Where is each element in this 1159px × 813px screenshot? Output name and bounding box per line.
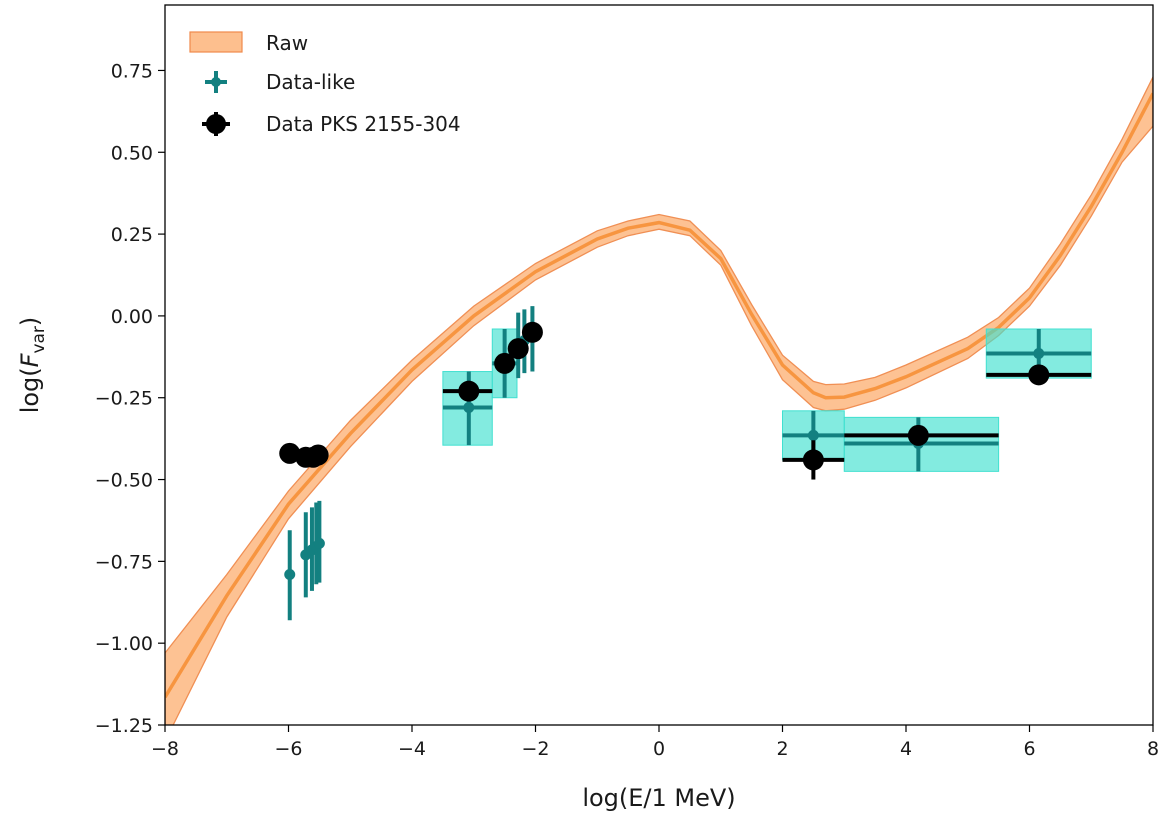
data-like-marker xyxy=(284,568,296,580)
x-tick-label: −6 xyxy=(274,738,302,760)
data-pks-point xyxy=(844,424,999,446)
y-tick-label: 0.50 xyxy=(111,142,153,164)
y-tick-label: −0.50 xyxy=(95,470,153,492)
x-axis: −8 −6 −4 −2 0 2 4 6 8 xyxy=(151,725,1159,760)
data-pks-point xyxy=(507,338,529,360)
legend-label-data-pks: Data PKS 2155-304 xyxy=(266,112,461,136)
data-pks-marker xyxy=(1028,364,1050,386)
y-axis: 0.75 0.50 0.25 0.00 −0.25 −0.50 −0.75 −1.00 −1.2… xyxy=(95,60,165,737)
x-tick-label: 8 xyxy=(1147,738,1159,760)
data-pks-marker xyxy=(458,380,480,402)
data-like-marker xyxy=(1033,348,1045,360)
data-pks-marker xyxy=(494,352,516,374)
data-pks-point xyxy=(986,364,1092,386)
x-tick-label: −8 xyxy=(151,738,179,760)
legend: Raw Data-like Data PKS 2155-304 xyxy=(189,31,461,136)
data-pks-marker xyxy=(907,424,929,446)
y-tick-label: 0.25 xyxy=(111,224,153,246)
y-tick-label: −1.00 xyxy=(95,633,153,655)
data-like-marker xyxy=(463,402,475,414)
legend-item-data-like: Data-like xyxy=(205,70,355,94)
data-like-point xyxy=(284,530,296,621)
x-tick-label: 2 xyxy=(776,738,788,760)
data-pks-point xyxy=(279,442,301,464)
data-pks-point xyxy=(521,321,543,343)
data-pks-marker xyxy=(802,449,824,471)
legend-item-raw: Raw xyxy=(189,31,308,55)
legend-item-data-pks: Data PKS 2155-304 xyxy=(202,112,461,136)
y-tick-label: −0.25 xyxy=(95,388,153,410)
data-pks-marker xyxy=(307,444,329,466)
x-tick-label: 4 xyxy=(900,738,912,760)
x-axis-title: log(E/1 MeV) xyxy=(582,784,735,812)
x-tick-label: −4 xyxy=(398,738,426,760)
y-tick-label: 0.00 xyxy=(111,306,153,328)
x-tick-label: −2 xyxy=(521,738,549,760)
legend-label-raw: Raw xyxy=(266,31,308,55)
x-tick-label: 6 xyxy=(1023,738,1035,760)
y-tick-label: 0.75 xyxy=(111,60,153,82)
data-like-marker xyxy=(807,429,819,441)
legend-marker-data-pks xyxy=(202,112,230,136)
data-like-marker xyxy=(313,537,325,549)
data-pks-marker xyxy=(279,442,301,464)
legend-label-data-like: Data-like xyxy=(266,70,355,94)
data-pks-point xyxy=(782,440,845,480)
raw-center-line xyxy=(165,92,1153,699)
plot-area xyxy=(165,76,1153,725)
y-axis-title: log(Fvar) xyxy=(16,317,49,414)
data-pks-marker xyxy=(507,338,529,360)
data-like-point xyxy=(313,500,325,583)
data-pks-marker xyxy=(521,321,543,343)
y-tick-label: −1.25 xyxy=(95,715,153,737)
data-pks-point xyxy=(442,380,493,402)
data-pks-point xyxy=(494,352,516,374)
legend-swatch-raw xyxy=(189,31,243,53)
raw-band xyxy=(165,76,1153,725)
legend-marker-data-like xyxy=(205,71,227,93)
y-tick-label: −0.75 xyxy=(95,551,153,573)
x-tick-label: 0 xyxy=(653,738,665,760)
data-pks-point xyxy=(307,444,329,466)
